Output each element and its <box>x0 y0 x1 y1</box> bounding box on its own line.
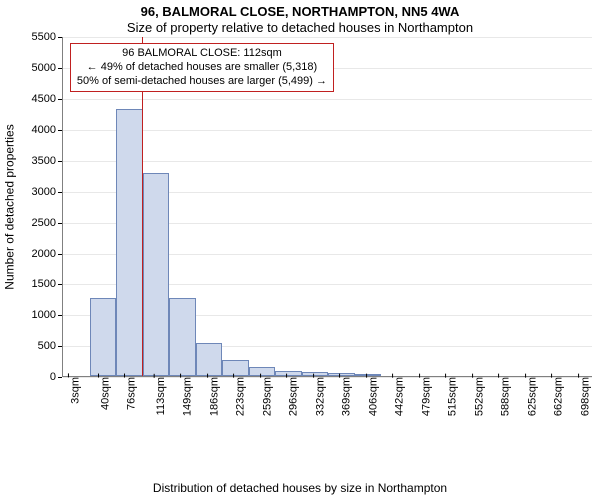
y-tick: 5000 <box>32 62 56 74</box>
y-tick: 500 <box>38 340 56 352</box>
histogram-bar <box>275 371 302 377</box>
x-tick: 406sqm <box>367 377 379 416</box>
callout-line-3: 50% of semi-detached houses are larger (… <box>77 75 327 89</box>
x-tick: 186sqm <box>208 377 220 416</box>
x-tick: 223sqm <box>235 377 247 416</box>
x-axis-label: Distribution of detached houses by size … <box>0 481 600 495</box>
y-tick: 2500 <box>32 217 56 229</box>
y-tick: 2000 <box>32 248 56 260</box>
chart-title: 96, BALMORAL CLOSE, NORTHAMPTON, NN5 4WA <box>0 0 600 20</box>
y-tick: 3500 <box>32 155 56 167</box>
callout-line-2: ← 49% of detached houses are smaller (5,… <box>77 61 327 75</box>
y-tick: 4500 <box>32 93 56 105</box>
x-tick: 515sqm <box>447 377 459 416</box>
x-tick: 40sqm <box>99 377 111 410</box>
x-axis-ticks: 3sqm 40sqm 76sqm 113sqm 149sqm 186sqm 223sqm 25… <box>62 377 592 429</box>
x-tick: 332sqm <box>314 377 326 416</box>
y-tick: 3000 <box>32 186 56 198</box>
x-tick: 3sqm <box>69 377 81 404</box>
histogram-bar <box>222 360 249 376</box>
histogram-bar <box>355 374 382 376</box>
x-tick: 552sqm <box>473 377 485 416</box>
callout-box: 96 BALMORAL CLOSE: 112sqm ← 49% of detac… <box>70 43 334 92</box>
histogram-bar <box>196 343 223 376</box>
x-tick: 479sqm <box>420 377 432 416</box>
x-tick: 588sqm <box>500 377 512 416</box>
histogram-bar <box>90 298 117 377</box>
plot-area: 96 BALMORAL CLOSE: 112sqm ← 49% of detac… <box>62 37 592 377</box>
chart-area: Number of detached properties 0500100015… <box>0 37 600 377</box>
x-tick: 442sqm <box>394 377 406 416</box>
callout-line-1: 96 BALMORAL CLOSE: 112sqm <box>77 47 327 61</box>
x-tick: 76sqm <box>126 377 138 410</box>
x-tick: 625sqm <box>526 377 538 416</box>
y-axis-ticks: 0500100015002000250030003500400045005000… <box>18 37 60 377</box>
x-tick: 259sqm <box>261 377 273 416</box>
chart-subtitle: Size of property relative to detached ho… <box>0 20 600 38</box>
x-tick: 698sqm <box>579 377 591 416</box>
histogram-bar <box>302 372 329 376</box>
y-tick: 1000 <box>32 309 56 321</box>
y-tick: 5500 <box>32 31 56 43</box>
x-tick: 662sqm <box>553 377 565 416</box>
x-tick: 149sqm <box>182 377 194 416</box>
y-tick: 1500 <box>32 278 56 290</box>
x-tick: 113sqm <box>155 377 167 415</box>
y-tick: 4000 <box>32 124 56 136</box>
histogram-bar <box>249 367 276 376</box>
histogram-bar <box>116 109 143 377</box>
x-tick: 296sqm <box>288 377 300 416</box>
histogram-bar <box>169 298 196 376</box>
x-tick: 369sqm <box>341 377 353 416</box>
y-tick: 0 <box>50 371 56 383</box>
histogram-bar <box>328 373 355 376</box>
y-axis-label: Number of detached properties <box>2 37 18 377</box>
histogram-bar <box>143 173 170 376</box>
